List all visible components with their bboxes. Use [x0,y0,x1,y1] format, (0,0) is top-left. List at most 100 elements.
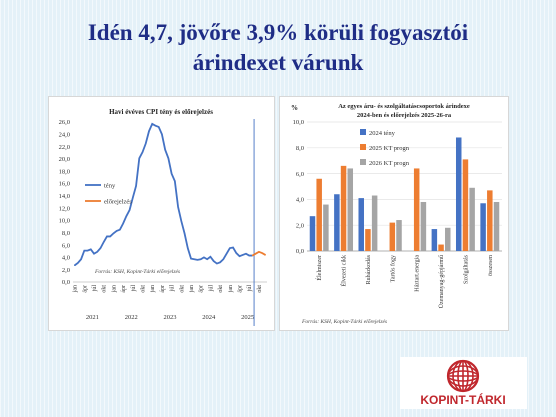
point-actual [171,173,173,175]
line-chart-title: Havi évéves CPI tény és előrejelzés [109,108,213,116]
line-y-tick-label: 8,0 [62,230,70,237]
point-actual [235,252,237,254]
bar-category-label: Élvezeti cikk [340,255,348,287]
point-actual [232,246,234,249]
point-actual [141,151,144,153]
bar-y-tick-label: 4,0 [296,197,304,204]
point-actual [161,133,163,135]
line-y-tick-label: 26,0 [59,119,70,126]
point-actual [196,259,199,261]
bar-category-label: Szolgáltatás [463,254,469,284]
point-actual [151,123,153,125]
bar-2 [469,187,475,251]
logo-text: KOPINT-TÁRKI [420,392,505,407]
point-forecast [261,252,263,254]
point-actual [200,258,202,260]
point-actual [164,149,166,151]
point-actual [132,197,134,199]
bar-1 [487,190,493,251]
point-actual [96,251,98,253]
cpi-line-chart: Havi évéves CPI tény és előrejelzés 0,0 2,… [59,108,267,326]
line-year-label: 2021 [86,314,99,321]
line-x-tick-label: okt [218,285,224,293]
point-actual [187,247,189,249]
slide-title-line2: árindexet várunk [192,50,364,75]
line-x-tick-label: jan [73,285,79,293]
point-actual [93,253,95,255]
point-actual [119,229,121,231]
bar-category-label: Háztart.energia [415,255,421,292]
bar-0 [431,229,438,251]
bar-2 [445,227,451,251]
point-actual [203,256,205,258]
bar-0 [480,203,486,251]
slide-title: Idén 4,7, jövőre 3,9% körüli fogyasztói … [0,18,556,78]
bar-legend-swatch [360,159,366,165]
bar-0 [358,198,364,251]
bar-category-label: Ruházkodás [366,254,372,284]
line-x-tick-label: jan [111,285,117,293]
line-x-tick-label: júl [170,285,176,293]
point-actual [219,261,221,263]
point-actual [177,206,179,208]
point-actual [77,262,79,264]
line-x-tick-label: ápr [160,285,166,293]
line-y-tick-label: 20,0 [59,156,70,163]
point-forecast [255,253,257,255]
point-actual [190,258,192,260]
line-y-tick-label: 12,0 [59,205,70,212]
point-actual [242,254,244,256]
bar-legend-label: 2024 tény [369,130,396,137]
point-actual [103,241,105,243]
bar-1 [389,222,396,251]
bar-legend-swatch [360,129,366,135]
point-actual [122,222,124,225]
line-y-tick-label: 2,0 [62,267,70,274]
bar-1 [413,168,420,251]
bar-y-tick-label: 8,0 [296,145,304,152]
slide-title-line1: Idén 4,7, jövőre 3,9% körüli fogyasztói [87,20,469,45]
point-forecast [258,251,260,253]
bar-y-tick-label: 10,0 [293,119,304,126]
line-x-tick-label: ápr [82,285,88,293]
line-y-tick-label: 16,0 [59,181,70,188]
category-bar-chart: % Az egyes áru- és szolgáltatáscsoportok … [291,103,502,325]
bar-1 [438,244,444,251]
bar-2 [396,220,402,251]
line-x-tick-label: okt [257,285,263,293]
line-y-tick-label: 14,0 [59,193,70,200]
line-year-label: 2025 [241,314,254,321]
legend-label-actual: tény [104,183,116,190]
point-actual [86,250,89,252]
kopint-tarki-logo: KOPINT-TÁRKI [400,357,527,409]
point-actual [167,157,169,159]
bar-1 [316,178,322,251]
line-x-tick-label: jan [228,285,234,293]
point-actual [154,125,157,127]
bar-2 [323,204,329,251]
point-actual [148,130,150,132]
globe-logo-icon: KOPINT-TÁRKI [420,359,506,407]
bar-y-unit: % [291,104,298,112]
point-actual [90,248,92,250]
bar-category-label: Tartós fogy [389,255,396,282]
point-actual [174,180,176,182]
bar-1 [462,159,469,251]
point-actual [83,250,85,252]
line-x-tick-label: okt [179,285,185,293]
bar-2 [493,201,500,251]
point-actual [112,232,115,234]
cpi-line-chart-panel: Havi évéves CPI tény és előrejelzés 0,0 2,… [48,96,275,331]
bar-category-label: Élelmiszer [315,255,323,281]
point-actual [135,185,137,187]
line-x-tick-label: okt [102,285,108,293]
bar-legend-label: 2025 KT progn [369,145,410,152]
point-actual [180,220,182,222]
legend-label-forecast: előrejelzés [104,199,132,206]
point-forecast [264,254,266,256]
point-actual [99,247,102,249]
bar-legend-label: 2026 KT progn [369,160,410,167]
bar-2 [420,201,427,251]
bar-2 [347,168,354,251]
point-actual [248,254,250,257]
